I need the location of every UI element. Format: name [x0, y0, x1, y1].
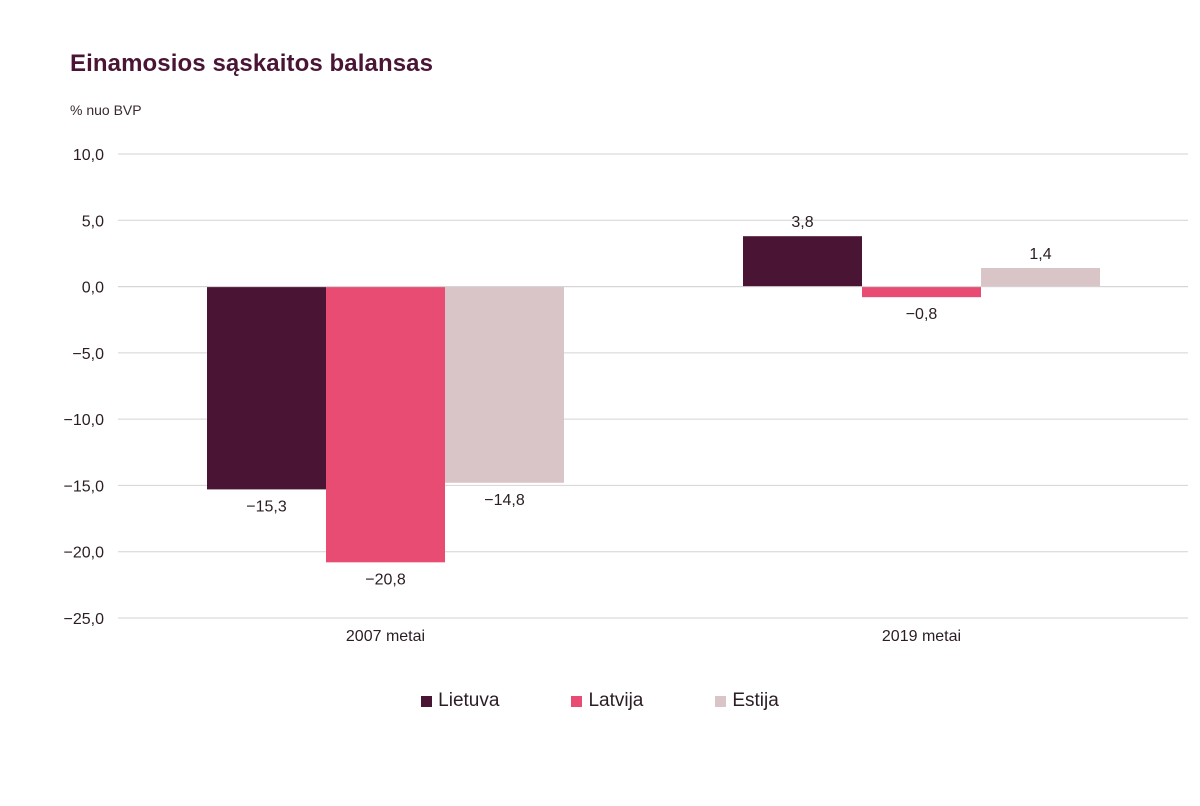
- y-tick-label: −5,0: [72, 346, 104, 363]
- y-tick-label: 0,0: [82, 280, 104, 297]
- legend-label: Lietuva: [438, 690, 500, 711]
- data-label: −20,8: [365, 571, 406, 588]
- bar-latvija-1: [862, 286, 981, 298]
- bar-lietuva-1: [743, 236, 862, 287]
- y-axis-unit: % nuo BVP: [70, 102, 142, 118]
- legend-item-estija: Estija: [715, 690, 779, 712]
- legend-swatch: [571, 695, 583, 707]
- category-label: 2019 metai: [882, 628, 961, 645]
- legend: Lietuva Latvija Estija: [0, 690, 1200, 712]
- bar-lietuva-0: [207, 286, 326, 490]
- bar-latvija-0: [326, 286, 445, 563]
- data-label: 1,4: [1029, 246, 1051, 263]
- category-label: 2007 metai: [346, 628, 425, 645]
- data-label: −15,3: [246, 498, 287, 515]
- legend-item-latvija: Latvija: [571, 690, 643, 712]
- data-labels: −15,3 −20,8 −14,8 3,8 −0,8 1,4: [246, 214, 1051, 588]
- legend-item-lietuva: Lietuva: [421, 690, 499, 712]
- y-tick-label: −20,0: [64, 545, 105, 562]
- data-label: −0,8: [906, 306, 938, 323]
- chart-title: Einamosios sąskaitos balansas: [70, 50, 434, 77]
- data-label: 3,8: [791, 214, 813, 231]
- legend-label: Estija: [732, 690, 779, 711]
- y-tick-label: 5,0: [82, 213, 104, 230]
- legend-swatch: [715, 695, 727, 707]
- y-tick-label: −10,0: [64, 412, 105, 429]
- legend-label: Latvija: [588, 690, 644, 711]
- y-tick-label: 10,0: [73, 147, 104, 164]
- bars: [118, 236, 1188, 563]
- bar-estija-0: [445, 286, 564, 483]
- y-tick-labels: 10,0 5,0 0,0 −5,0 −10,0 −15,0 −20,0 −25,0: [64, 147, 105, 628]
- data-label: −14,8: [484, 492, 525, 509]
- legend-swatch: [421, 695, 433, 707]
- category-labels: 2007 metai 2019 metai: [346, 628, 961, 645]
- bar-estija-1: [981, 268, 1100, 287]
- y-tick-label: −15,0: [64, 478, 105, 495]
- y-tick-label: −25,0: [64, 611, 105, 628]
